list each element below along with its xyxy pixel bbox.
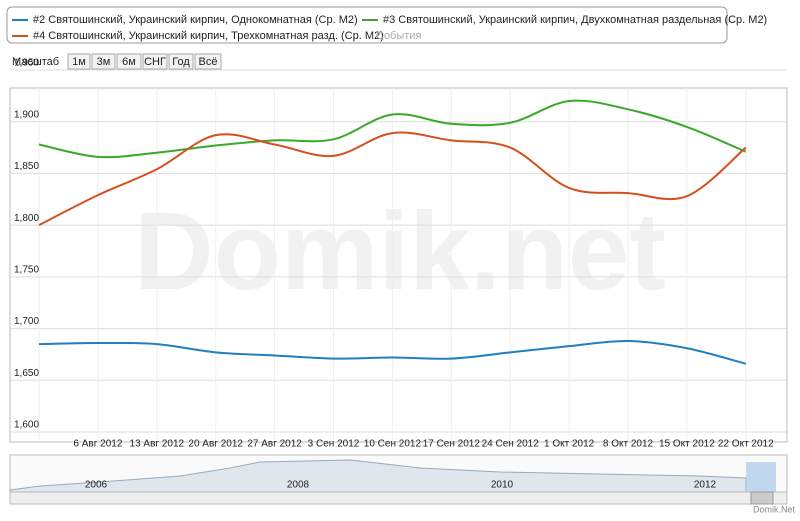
button-label: СНГ xyxy=(144,56,166,68)
series-line xyxy=(38,339,747,365)
grid xyxy=(10,69,787,442)
x-tick-label: 15 Окт 2012 xyxy=(659,439,715,450)
x-tick-label: 6 Авг 2012 xyxy=(73,439,122,450)
y-tick-label: 1,900 xyxy=(14,109,39,120)
y-tick-label: 1,800 xyxy=(14,213,39,224)
button-label: 1м xyxy=(72,56,86,68)
credit: Domik.Net xyxy=(753,504,796,514)
button-bg xyxy=(194,53,222,70)
range-button[interactable]: 6м xyxy=(116,53,142,70)
x-tick-label: 1 Окт 2012 xyxy=(544,439,595,450)
plot-area xyxy=(9,87,788,443)
button-bg xyxy=(168,53,194,70)
button-label: Всё xyxy=(199,56,218,68)
button-bg xyxy=(91,53,116,70)
x-tick-label: 10 Сен 2012 xyxy=(364,439,422,450)
legend-box xyxy=(6,6,728,44)
series-line xyxy=(38,131,747,227)
series-line xyxy=(38,99,747,159)
range-button[interactable]: СНГ xyxy=(142,53,168,70)
legend-label: #3 Святошинский, Украинский кирпич, Двух… xyxy=(383,14,767,26)
y-tick-label: 1,750 xyxy=(14,264,39,275)
button-label: 6м xyxy=(122,56,136,68)
button-bg xyxy=(142,53,168,70)
y-tick-label: 1,700 xyxy=(14,316,39,327)
navigator-label: 2006 xyxy=(85,480,108,491)
range-button[interactable]: 1м xyxy=(67,53,91,70)
range-button[interactable]: 3м xyxy=(91,53,116,70)
navigator-label: 2012 xyxy=(694,480,717,491)
y-tick-label: 1,650 xyxy=(14,368,39,379)
button-bg xyxy=(67,53,91,70)
x-tick-label: 20 Авг 2012 xyxy=(188,439,243,450)
x-tick-label: 22 Окт 2012 xyxy=(718,439,774,450)
watermark: Domik.net xyxy=(134,190,666,313)
range-label: Масштаб xyxy=(12,56,59,68)
y-tick-label: 1,850 xyxy=(14,161,39,172)
legend-label: #4 Святошинский, Украинский кирпич, Трех… xyxy=(33,30,384,42)
navigator-window[interactable] xyxy=(746,462,776,492)
range-button[interactable]: Год xyxy=(168,53,194,70)
x-tick-label: 3 Сен 2012 xyxy=(308,439,360,450)
range-button[interactable]: Всё xyxy=(194,53,222,70)
scrollbar-thumb[interactable] xyxy=(750,491,774,505)
y-tick-label: 1,950 xyxy=(14,58,39,69)
navigator-label: 2010 xyxy=(491,480,514,491)
x-tick-label: 27 Авг 2012 xyxy=(247,439,302,450)
legend-label: События xyxy=(376,30,421,42)
button-bg xyxy=(116,53,142,70)
button-label: 3м xyxy=(97,56,111,68)
scrollbar[interactable] xyxy=(9,491,788,505)
button-label: Год xyxy=(172,56,190,68)
x-tick-label: 8 Окт 2012 xyxy=(603,439,654,450)
legend-label: #2 Святошинский, Украинский кирпич, Одно… xyxy=(33,14,358,26)
navigator-label: 2008 xyxy=(287,480,310,491)
x-tick-label: 13 Авг 2012 xyxy=(130,439,185,450)
x-tick-label: 24 Сен 2012 xyxy=(482,439,540,450)
y-tick-label: 1,600 xyxy=(14,420,39,431)
x-tick-label: 17 Сен 2012 xyxy=(423,439,481,450)
